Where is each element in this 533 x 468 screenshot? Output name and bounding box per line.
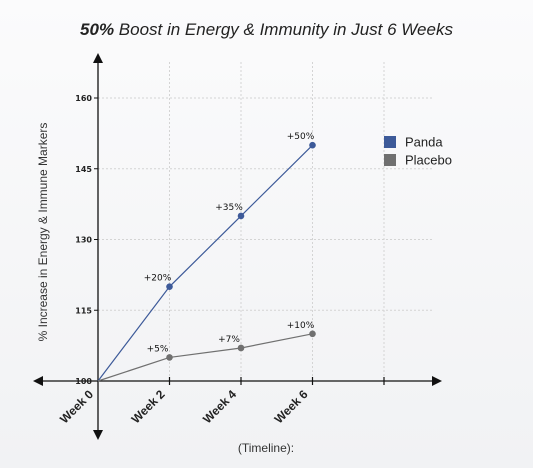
- title-highlight: 50%: [80, 20, 115, 39]
- data-point: [237, 344, 245, 352]
- series-line: [97, 144, 313, 382]
- grid: [98, 62, 432, 381]
- y-arrow-up-icon: [93, 53, 103, 63]
- x-axis-label: (Timeline):: [238, 441, 294, 455]
- series: +20% +35% +50% +5% +7% +10%: [97, 132, 316, 382]
- series-panda: +20% +35% +50%: [97, 132, 316, 382]
- data-point: [166, 283, 173, 290]
- x-tick-label: Week 6: [272, 387, 311, 426]
- axes: [33, 53, 442, 440]
- data-label: +20%: [144, 274, 172, 284]
- data-point: [166, 354, 173, 361]
- y-axis-label: % Increase in Energy & Immune Markers: [36, 123, 50, 342]
- legend-label: Panda: [405, 135, 443, 150]
- x-arrow-left-icon: [33, 376, 43, 386]
- data-point: [309, 141, 316, 149]
- legend: Panda Placebo: [384, 135, 452, 168]
- y-arrow-down-icon: [93, 430, 103, 440]
- x-tick-label: Week 0: [57, 387, 96, 426]
- data-label: +5%: [147, 344, 169, 354]
- x-tick-label: Week 2: [129, 387, 168, 426]
- data-point: [237, 212, 245, 220]
- data-label: +7%: [218, 335, 240, 345]
- ticks: 100 115 130 145 160 Week 0 Week 2 Week 4 Week 6: [57, 94, 385, 426]
- x-arrow-right-icon: [432, 376, 442, 386]
- y-tick-label: 160: [75, 94, 92, 103]
- data-point: [309, 330, 316, 338]
- y-tick-label: 100: [75, 377, 92, 386]
- legend-swatch: [384, 154, 396, 166]
- series-line: [97, 333, 313, 382]
- series-placebo: +5% +7% +10%: [97, 321, 316, 382]
- x-tick-label: Week 4: [200, 387, 239, 426]
- y-tick-label: 145: [75, 165, 92, 174]
- legend-label: Placebo: [405, 153, 452, 168]
- y-tick-label: 115: [75, 306, 92, 315]
- data-label: +10%: [287, 321, 315, 331]
- data-label: +35%: [215, 203, 243, 213]
- chart-title: 50% Boost in Energy & Immunity in Just 6…: [0, 20, 533, 40]
- title-rest: Boost in Energy & Immunity in Just 6 Wee…: [114, 20, 453, 39]
- data-label: +50%: [287, 132, 315, 142]
- legend-swatch: [384, 136, 396, 148]
- y-tick-label: 130: [75, 236, 92, 245]
